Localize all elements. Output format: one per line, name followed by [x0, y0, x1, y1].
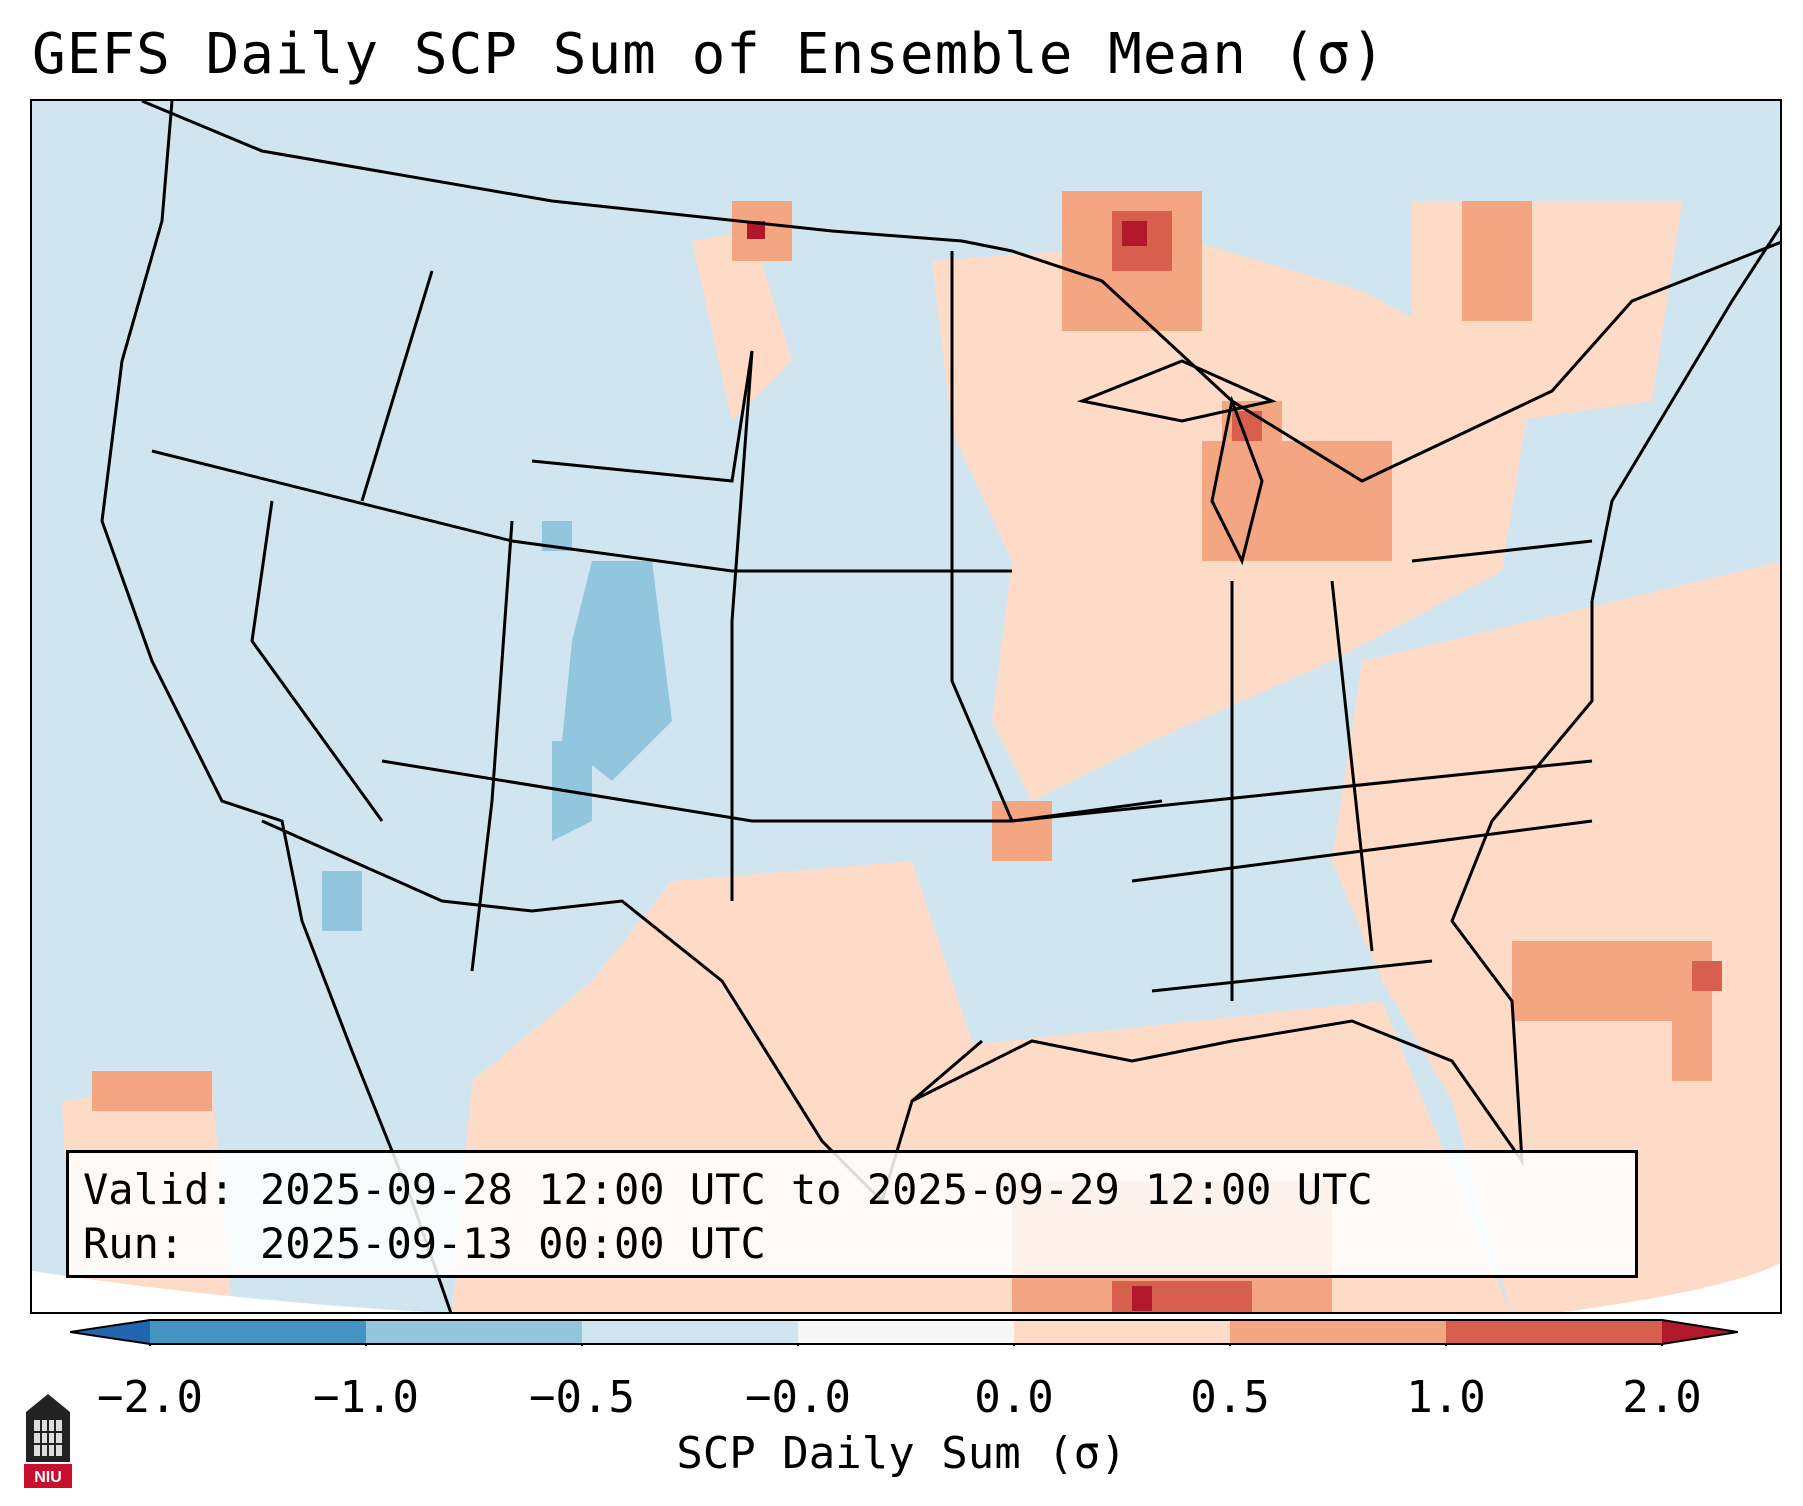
tick-label: −0.0 — [745, 1372, 851, 1423]
projection-edge-left — [32, 1271, 428, 1312]
state-line-11 — [250, 500, 384, 822]
colorbar-segment-6 — [1230, 1320, 1446, 1344]
anomaly-southeast-atlantic — [1332, 561, 1780, 1312]
map-panel — [30, 99, 1782, 1314]
state-line-9 — [950, 251, 1014, 822]
colorbar-segment-7 — [1446, 1320, 1662, 1344]
tick-label: 0.0 — [974, 1372, 1054, 1423]
projection-edge-right — [1562, 1263, 1780, 1312]
atlantic-strong — [1692, 961, 1722, 991]
valid-row: Valid: 2025-09-28 12:00 UTC to 2025-09-2… — [83, 1163, 1621, 1217]
colorado-negative — [562, 561, 672, 781]
prairie-max — [747, 221, 765, 239]
state-line-13 — [1330, 580, 1374, 952]
pacific-patch — [92, 1071, 212, 1111]
west-coast — [100, 101, 453, 1312]
colorbar-tick-marks — [149, 1344, 1663, 1346]
colorbar-ticks: −2.0 −1.0 −0.5 −0.0 0.0 0.5 1.0 2.0 — [0, 1372, 1803, 1432]
state-line-1 — [151, 449, 1012, 573]
colorbar-label: SCP Daily Sum (σ) — [676, 1428, 1127, 1479]
lake-superior — [1076, 359, 1277, 423]
colorbar-segment-3 — [582, 1320, 798, 1344]
state-line-14 — [1411, 539, 1593, 563]
run-label: Run: — [83, 1219, 185, 1268]
colorbar-segment-1 — [150, 1320, 366, 1344]
colorbar-segment-4 — [798, 1320, 1014, 1344]
tick-label: −2.0 — [97, 1372, 203, 1423]
east-coast — [1590, 224, 1780, 602]
tick-label: 0.5 — [1190, 1372, 1270, 1423]
run-row: Run: 2025-09-13 00:00 UTC — [83, 1217, 1621, 1271]
arkansas-patch — [992, 801, 1052, 861]
chart-title: GEFS Daily SCP Sum of Ensemble Mean (σ) — [32, 22, 1386, 87]
colorbar-segment-2 — [366, 1320, 582, 1344]
tick-label: 2.0 — [1622, 1372, 1702, 1423]
gulf-max — [1132, 1286, 1152, 1311]
niu-logo: NIU — [24, 1394, 72, 1488]
state-line-3 — [1011, 759, 1593, 823]
valid-value: 2025-09-28 12:00 UTC to 2025-09-29 12:00… — [260, 1165, 1373, 1214]
max-positive-areas — [747, 221, 1152, 1311]
state-line-7 — [470, 520, 514, 972]
political-borders — [100, 101, 1780, 1312]
valid-run-info-box: Valid: 2025-09-28 12:00 UTC to 2025-09-2… — [66, 1150, 1638, 1278]
run-value: 2025-09-13 00:00 UTC — [260, 1219, 766, 1268]
map-svg — [32, 101, 1780, 1312]
colorbar-extend-low — [70, 1320, 150, 1344]
logo-badge — [24, 1464, 72, 1488]
colorbar-segment-5 — [1014, 1320, 1230, 1344]
tick-label: −1.0 — [313, 1372, 419, 1423]
northeast-canada-patch — [1462, 201, 1532, 321]
state-line-5 — [1151, 959, 1433, 993]
tick-label: 1.0 — [1406, 1372, 1486, 1423]
valid-label: Valid: — [83, 1165, 235, 1214]
ontario-max — [1122, 221, 1147, 246]
tick-label: −0.5 — [529, 1372, 635, 1423]
gulf-coast — [911, 601, 1594, 1167]
state-line-8 — [730, 350, 754, 901]
logo-text: NIU — [34, 1469, 62, 1486]
colorbar-extend-high — [1662, 1320, 1738, 1344]
baja-negative — [322, 871, 362, 931]
state-line-6 — [531, 350, 754, 483]
state-line-12 — [360, 270, 434, 502]
canada-us-border — [141, 101, 1780, 483]
colorbar — [70, 1319, 1738, 1346]
state-line-2 — [381, 759, 1163, 823]
anomaly-canada-prairie — [692, 231, 792, 421]
us-mexico-border — [261, 819, 983, 1204]
lake-michigan — [1210, 395, 1264, 566]
